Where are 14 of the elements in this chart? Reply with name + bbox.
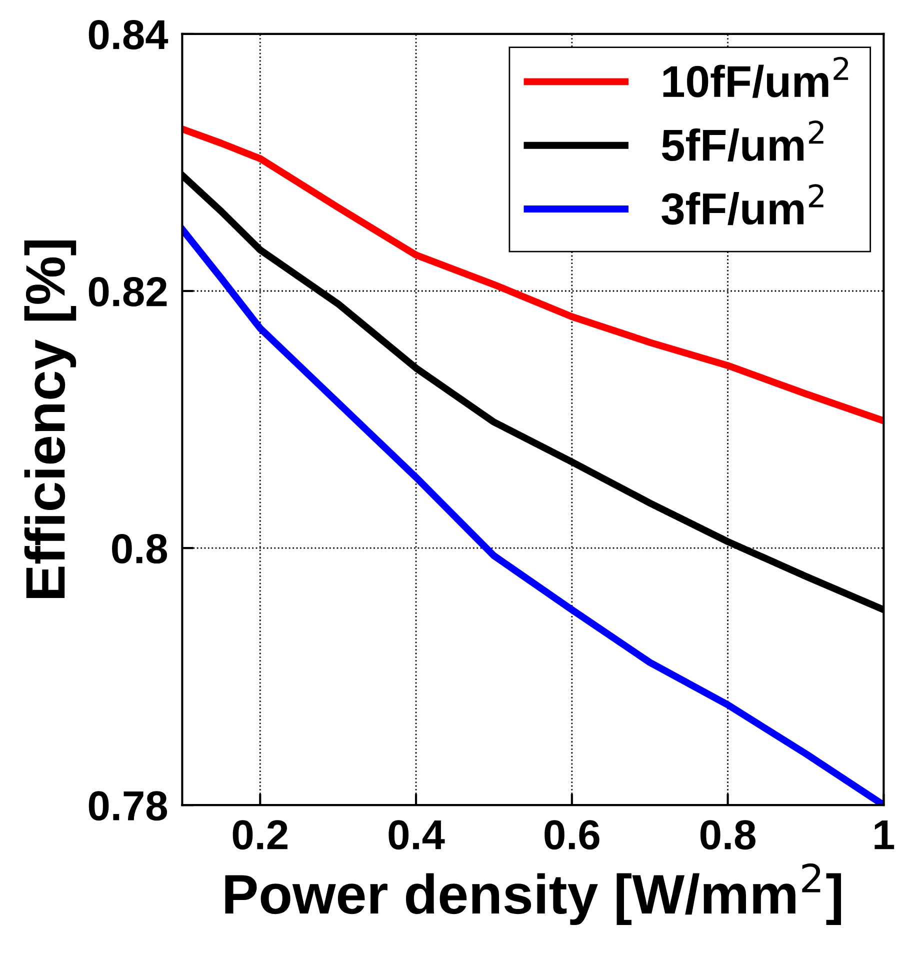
x-axis-title: Power density [W/mm$^{2}$] (225, 863, 841, 926)
y-axis-title: Efficiency [%] (24, 240, 76, 598)
legend-label: 10fF/um$^{2}$ (663, 56, 848, 98)
y-tick-label: 0.82 (88, 277, 167, 307)
legend-label: 5fF/um$^{2}$ (662, 120, 824, 162)
x-tick-label: 1 (874, 820, 894, 850)
y-tick-label: 0.8 (112, 534, 168, 564)
y-tick-label: 0.84 (88, 20, 168, 50)
x-tick-label: 0.4 (388, 820, 445, 850)
y-tick-label: 0.78 (88, 791, 168, 821)
legend-label: 3fF/um$^{2}$ (662, 184, 824, 226)
x-tick-label: 0.6 (544, 820, 600, 850)
x-tick-label: 0.8 (700, 820, 756, 850)
x-tick-label: 0.2 (232, 820, 288, 850)
